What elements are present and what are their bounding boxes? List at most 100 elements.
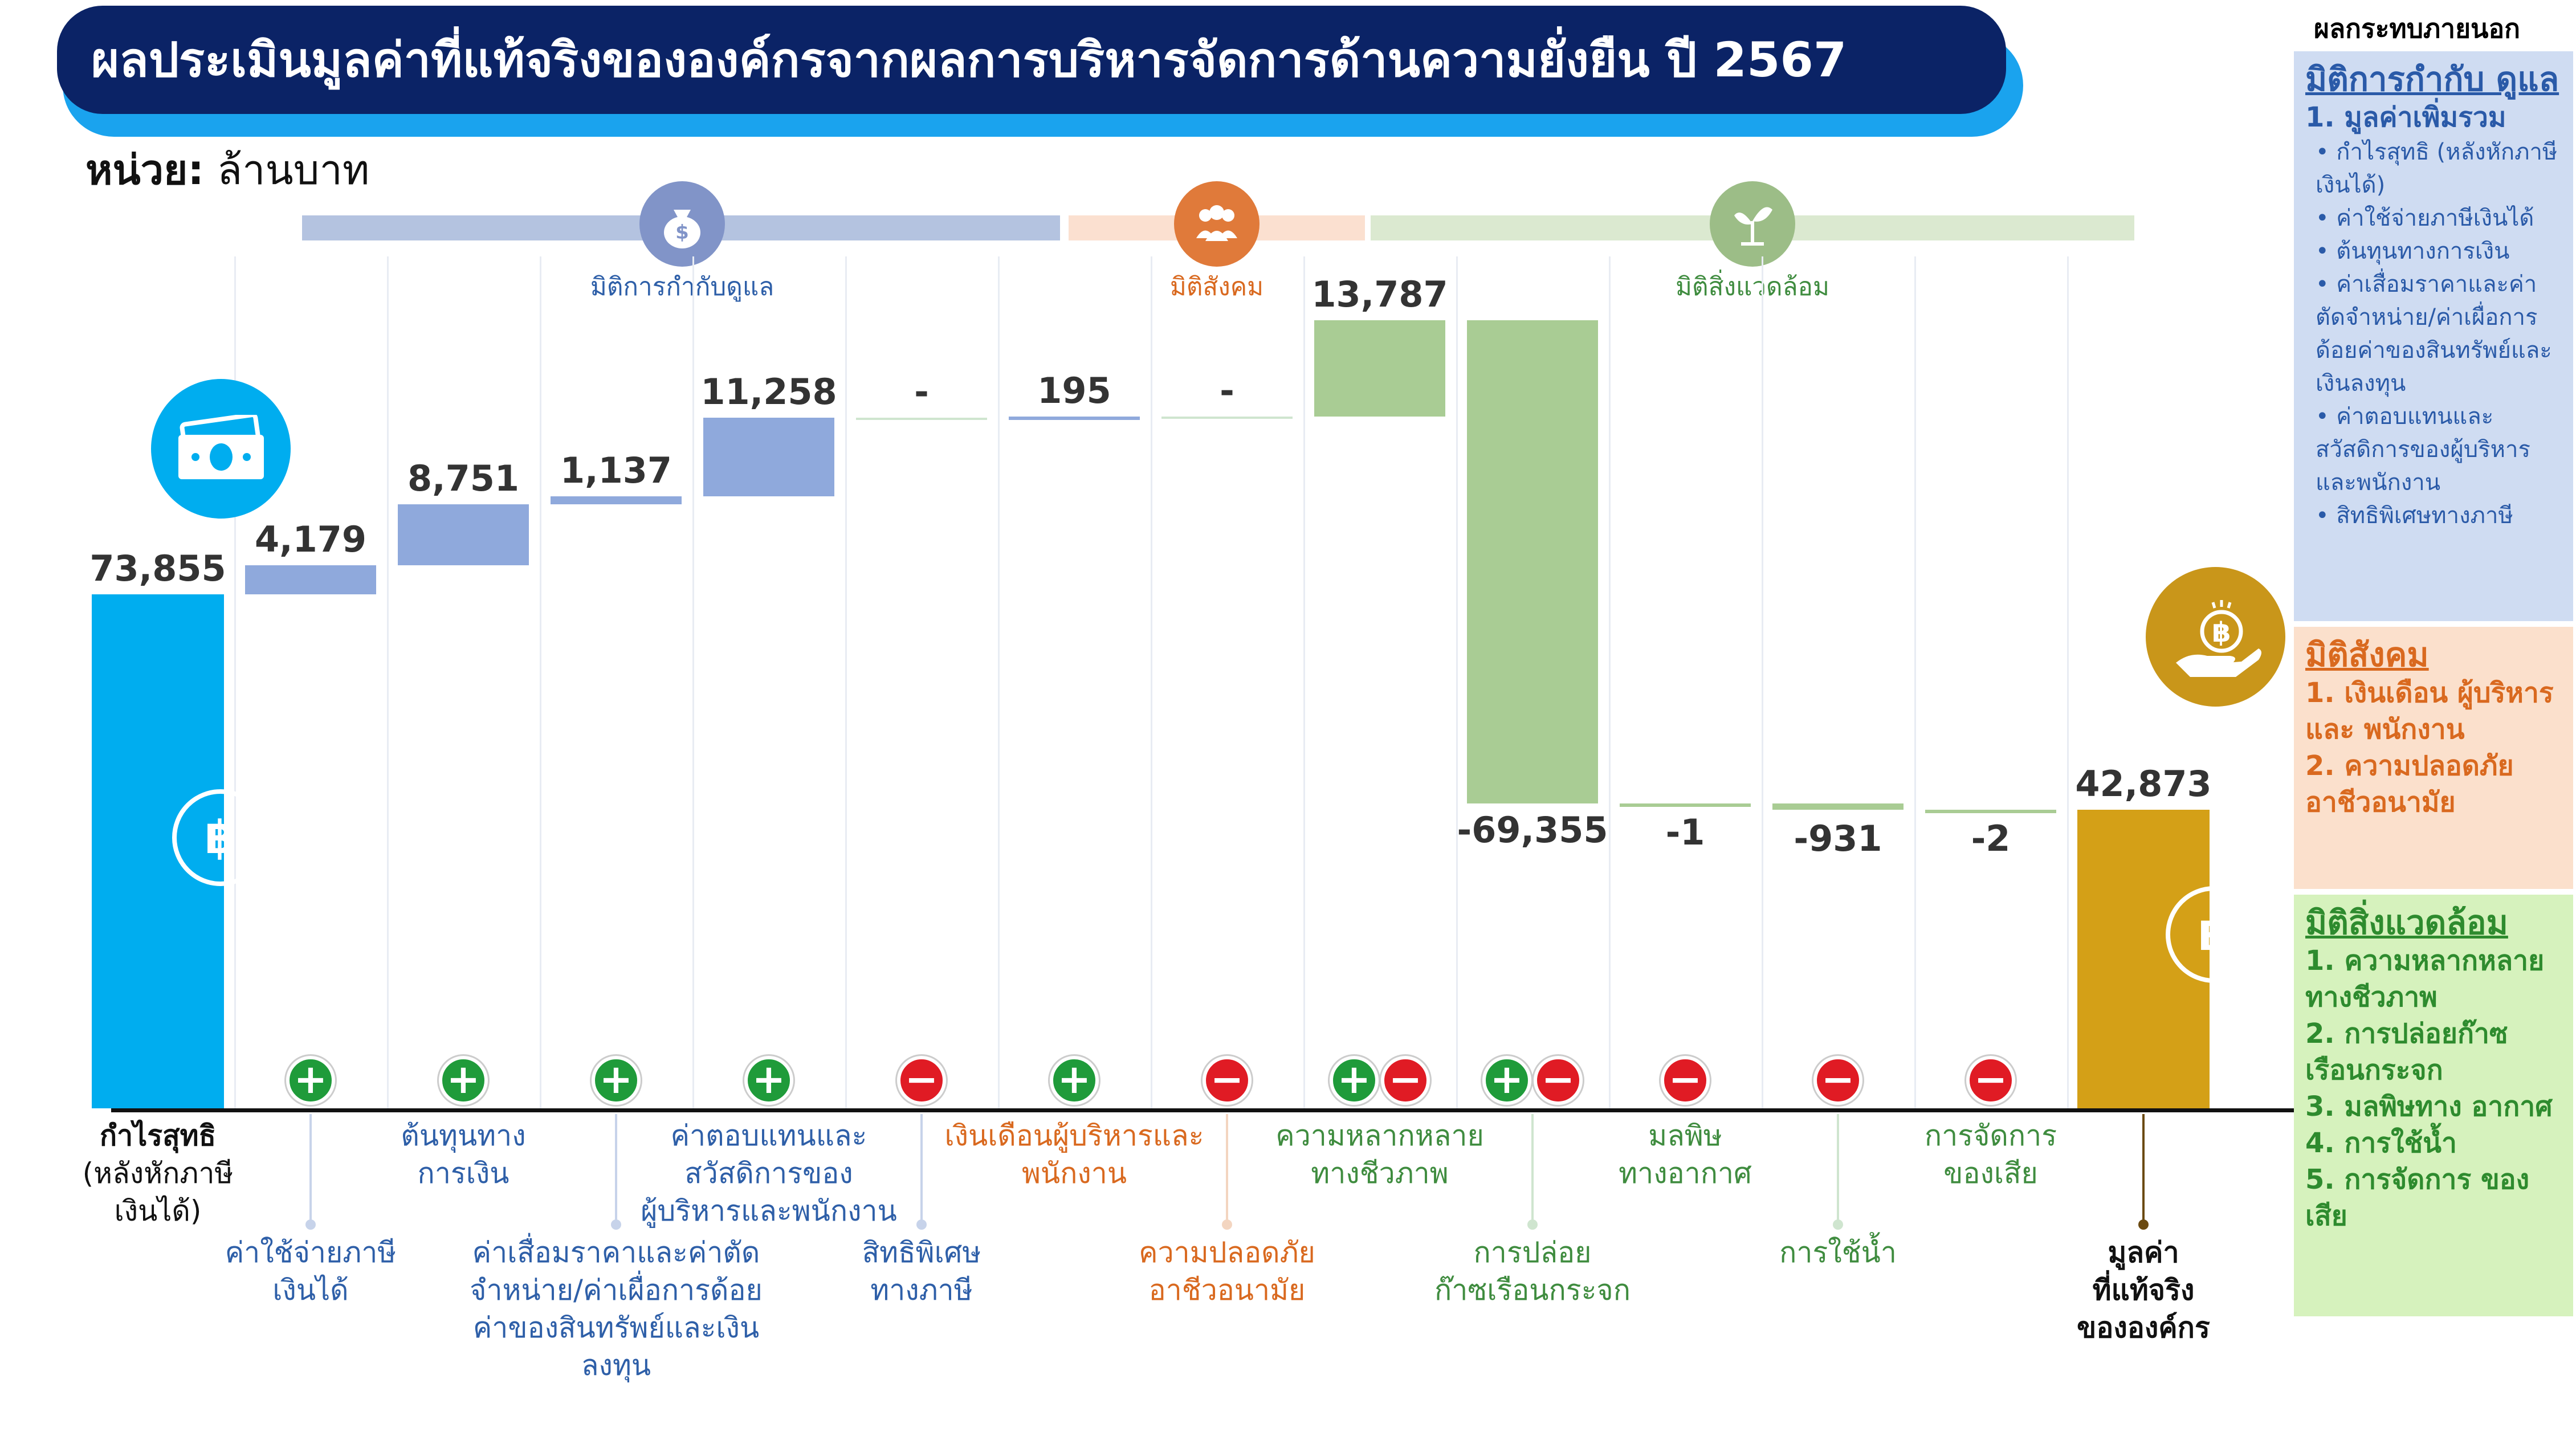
minus-sign-icon: − [1966, 1056, 2015, 1105]
panel-governance: มิติการกำกับ ดูแล 1. มูลค่าเพิ่มรวม • กำ… [2294, 51, 2573, 621]
plus-sign-icon: + [1482, 1056, 1531, 1105]
leader-dot [916, 1219, 927, 1230]
panel-governance-sub: • ต้นทุนทางการเงิน [2316, 238, 2510, 264]
bar-1 [245, 565, 376, 594]
column-separator [1762, 256, 1763, 1111]
category-label-line: การจัดการ [1924, 1119, 2057, 1152]
value-label-9: -69,355 [1457, 809, 1608, 851]
plus-sign-icon: + [592, 1056, 641, 1105]
panel-social-item: 1. เงินเดือน ผู้บริหารและ พนักงาน [2305, 677, 2554, 745]
minus-sign-icon: − [1381, 1056, 1430, 1105]
plus-sign-icon: + [439, 1056, 488, 1105]
money-bag-icon: $ [639, 181, 725, 267]
value-label-13: 42,873 [2075, 763, 2212, 805]
leader-dot [1527, 1219, 1538, 1230]
bar-5 [856, 418, 987, 421]
panel-environment-item: 2. การปล่อยก๊าซ เรือนกระจก [2305, 1018, 2508, 1086]
category-label-10: มลพิษ ทางอากาศ [1619, 1117, 1752, 1192]
category-label-line: ที่แท้จริง [2092, 1274, 2195, 1307]
leader-line [1837, 1114, 1839, 1222]
value-label-8: 13,787 [1311, 274, 1448, 316]
plus-sign-icon: + [1330, 1056, 1379, 1105]
category-label-line: สวัสดิการของ [684, 1157, 853, 1190]
value-label-11: -931 [1794, 818, 1882, 860]
value-label-0: 73,855 [89, 547, 226, 589]
bar-6 [1009, 416, 1140, 420]
column-separator [1456, 256, 1458, 1111]
category-label-line: ต้นทุนทาง [401, 1119, 526, 1152]
category-label-line: ค่าเสื่อมราคาและค่าตัด [472, 1236, 760, 1269]
category-label-0: กำไรสุทธิ (หลังหักภาษี เงินได้) [83, 1117, 234, 1230]
x-axis [111, 1108, 2294, 1112]
category-label-line: สิทธิพิเศษ [862, 1236, 981, 1269]
minus-sign-icon: − [1661, 1056, 1710, 1105]
unit-value: ล้านบาท [217, 146, 370, 194]
leader-dot [1833, 1219, 1843, 1230]
leader-dot [1222, 1219, 1232, 1230]
minus-sign-icon: − [1813, 1056, 1862, 1105]
panel-social-items: 1. เงินเดือน ผู้บริหารและ พนักงาน 2. ความ… [2305, 675, 2562, 821]
category-label-line: ทางภาษี [870, 1274, 973, 1307]
category-label-line: การใช้น้ำ [1779, 1236, 1897, 1269]
unit-key: หน่วย: [85, 146, 205, 194]
unit-label: หน่วย: ล้านบาท [85, 137, 369, 202]
category-label-line: ทางอากาศ [1619, 1157, 1752, 1190]
category-label-11: การใช้น้ำ [1779, 1234, 1897, 1271]
column-separator [1303, 256, 1305, 1111]
bar-11 [1772, 803, 1904, 810]
panel-governance-sub: • ค่าใช้จ่ายภาษีเงินได้ [2316, 205, 2534, 231]
leader-line [1531, 1114, 1534, 1222]
category-label-line: ผู้บริหารและพนักงาน [641, 1194, 897, 1227]
panel-governance-item: 1. มูลค่าเพิ่มรวม [2305, 101, 2506, 133]
panel-governance-heading: มิติการกำกับ ดูแล [2305, 60, 2559, 99]
bitcoin-icon-result: ฿ [2166, 886, 2263, 983]
value-label-7: - [1220, 369, 1234, 411]
value-label-10: -1 [1665, 811, 1705, 853]
column-separator [1151, 256, 1152, 1111]
category-label-line: จำหน่าย/ค่าเผื่อการด้อย [470, 1274, 763, 1307]
category-label-line: (หลังหักภาษี [82, 1157, 234, 1190]
leader-line [2142, 1114, 2145, 1225]
category-label-12: การจัดการ ของเสีย [1925, 1117, 2057, 1192]
value-label-6: 195 [1037, 369, 1111, 411]
category-label-1: ค่าใช้จ่ายภาษี เงินได้ [225, 1234, 397, 1309]
plus-sign-icon: + [286, 1056, 335, 1105]
category-label-line: ค่าตอบแทนและ [670, 1119, 867, 1152]
leader-dot [305, 1219, 316, 1230]
minus-sign-icon: − [897, 1056, 946, 1105]
column-separator [387, 256, 389, 1111]
external-impact-heading: ผลกระทบภายนอก [2314, 13, 2520, 44]
value-label-2: 8,751 [407, 457, 520, 499]
bar-10 [1620, 803, 1751, 807]
svg-text:$: $ [675, 221, 689, 244]
value-label-3: 1,137 [560, 449, 672, 491]
leader-line [309, 1114, 312, 1222]
leader-line [615, 1114, 617, 1222]
category-label-line: อาชีวอนามัย [1148, 1274, 1306, 1307]
svg-text:฿: ฿ [2212, 617, 2231, 648]
bitcoin-icon: ฿ [172, 789, 269, 886]
category-label-line: เงินเดือนผู้บริหารและ [944, 1119, 1204, 1152]
column-separator [2067, 256, 2069, 1111]
minus-sign-icon: − [1203, 1056, 1252, 1105]
bar-2 [398, 504, 529, 565]
plus-sign-icon: + [1050, 1056, 1099, 1105]
panel-social-heading: มิติสังคม [2305, 635, 2429, 674]
category-label-13: มูลค่า ที่แท้จริง ขององค์กร [2077, 1234, 2210, 1347]
value-label-5: - [914, 371, 929, 413]
value-label-12: -2 [1971, 818, 2011, 860]
leader-line [920, 1114, 923, 1222]
column-separator [1609, 256, 1611, 1111]
panel-environment-item: 4. การใช้น้ำ [2305, 1127, 2457, 1159]
bar-4 [703, 418, 834, 496]
hand-coin-icon: ฿ [2146, 567, 2285, 707]
panel-environment: มิติสิ่งแวดล้อม 1. ความหลากหลาย ทางชีวภา… [2294, 895, 2573, 1316]
column-separator [234, 256, 236, 1111]
panel-social: มิติสังคม 1. เงินเดือน ผู้บริหารและ พนัก… [2294, 627, 2573, 889]
social-label: มิติสังคม [1169, 272, 1264, 301]
category-label-line: ค่าของสินทรัพย์และเงิน [472, 1311, 760, 1344]
category-label-line: ลงทุน [581, 1349, 651, 1382]
leader-dot [2138, 1219, 2149, 1230]
environment-label: มิติสิ่งแวดล้อม [1676, 272, 1829, 301]
governance-label: มิติการกำกับดูแล [590, 272, 775, 301]
